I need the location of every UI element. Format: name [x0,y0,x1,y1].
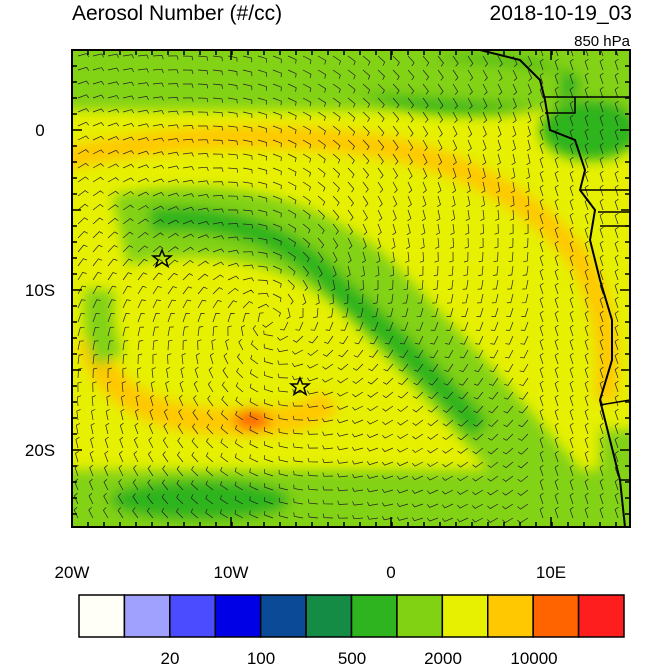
marker-star [288,376,312,397]
colorbar-box [577,594,625,638]
field [72,50,630,527]
lon-label: 10E [536,563,566,582]
level-label: 850 hPa [574,33,631,50]
lat-label: 10S [25,281,55,300]
colorbar-label: 2000 [424,649,462,667]
tick-marks [71,49,630,527]
colorbar-label: 500 [338,649,366,667]
marker-star [150,248,174,269]
colorbar-box [441,594,489,638]
colorbar-box [214,594,262,638]
wind-barbs [73,50,619,524]
borders [545,96,630,481]
colorbar-box [532,594,580,638]
colorbar-box [123,594,171,638]
colorbar-box [350,594,398,638]
lon-label: 10W [214,563,249,582]
colorbar-box [169,594,216,638]
lat-label: 20S [25,441,55,460]
title: Aerosol Number (#/cc) [72,2,282,25]
colorbar-box [305,594,353,638]
colorbar-box [487,594,534,638]
lon-label: 0 [386,563,395,582]
plot-frame [71,49,631,528]
lon-label: 20W [55,563,90,582]
colorbar-box [259,594,307,638]
time-label: 2018-10-19_03 [490,2,632,25]
colorbar-label: 20 [161,649,180,667]
lat-label: 0 [35,121,44,140]
colorbar [78,594,625,638]
coastline [479,50,630,527]
barb-field [73,50,619,524]
colorbar-label: 10000 [510,649,557,667]
axis-ticks [71,49,630,527]
colorbar-label: 100 [247,649,275,667]
colorbar-box [396,594,444,638]
colorbar-box [78,594,126,638]
